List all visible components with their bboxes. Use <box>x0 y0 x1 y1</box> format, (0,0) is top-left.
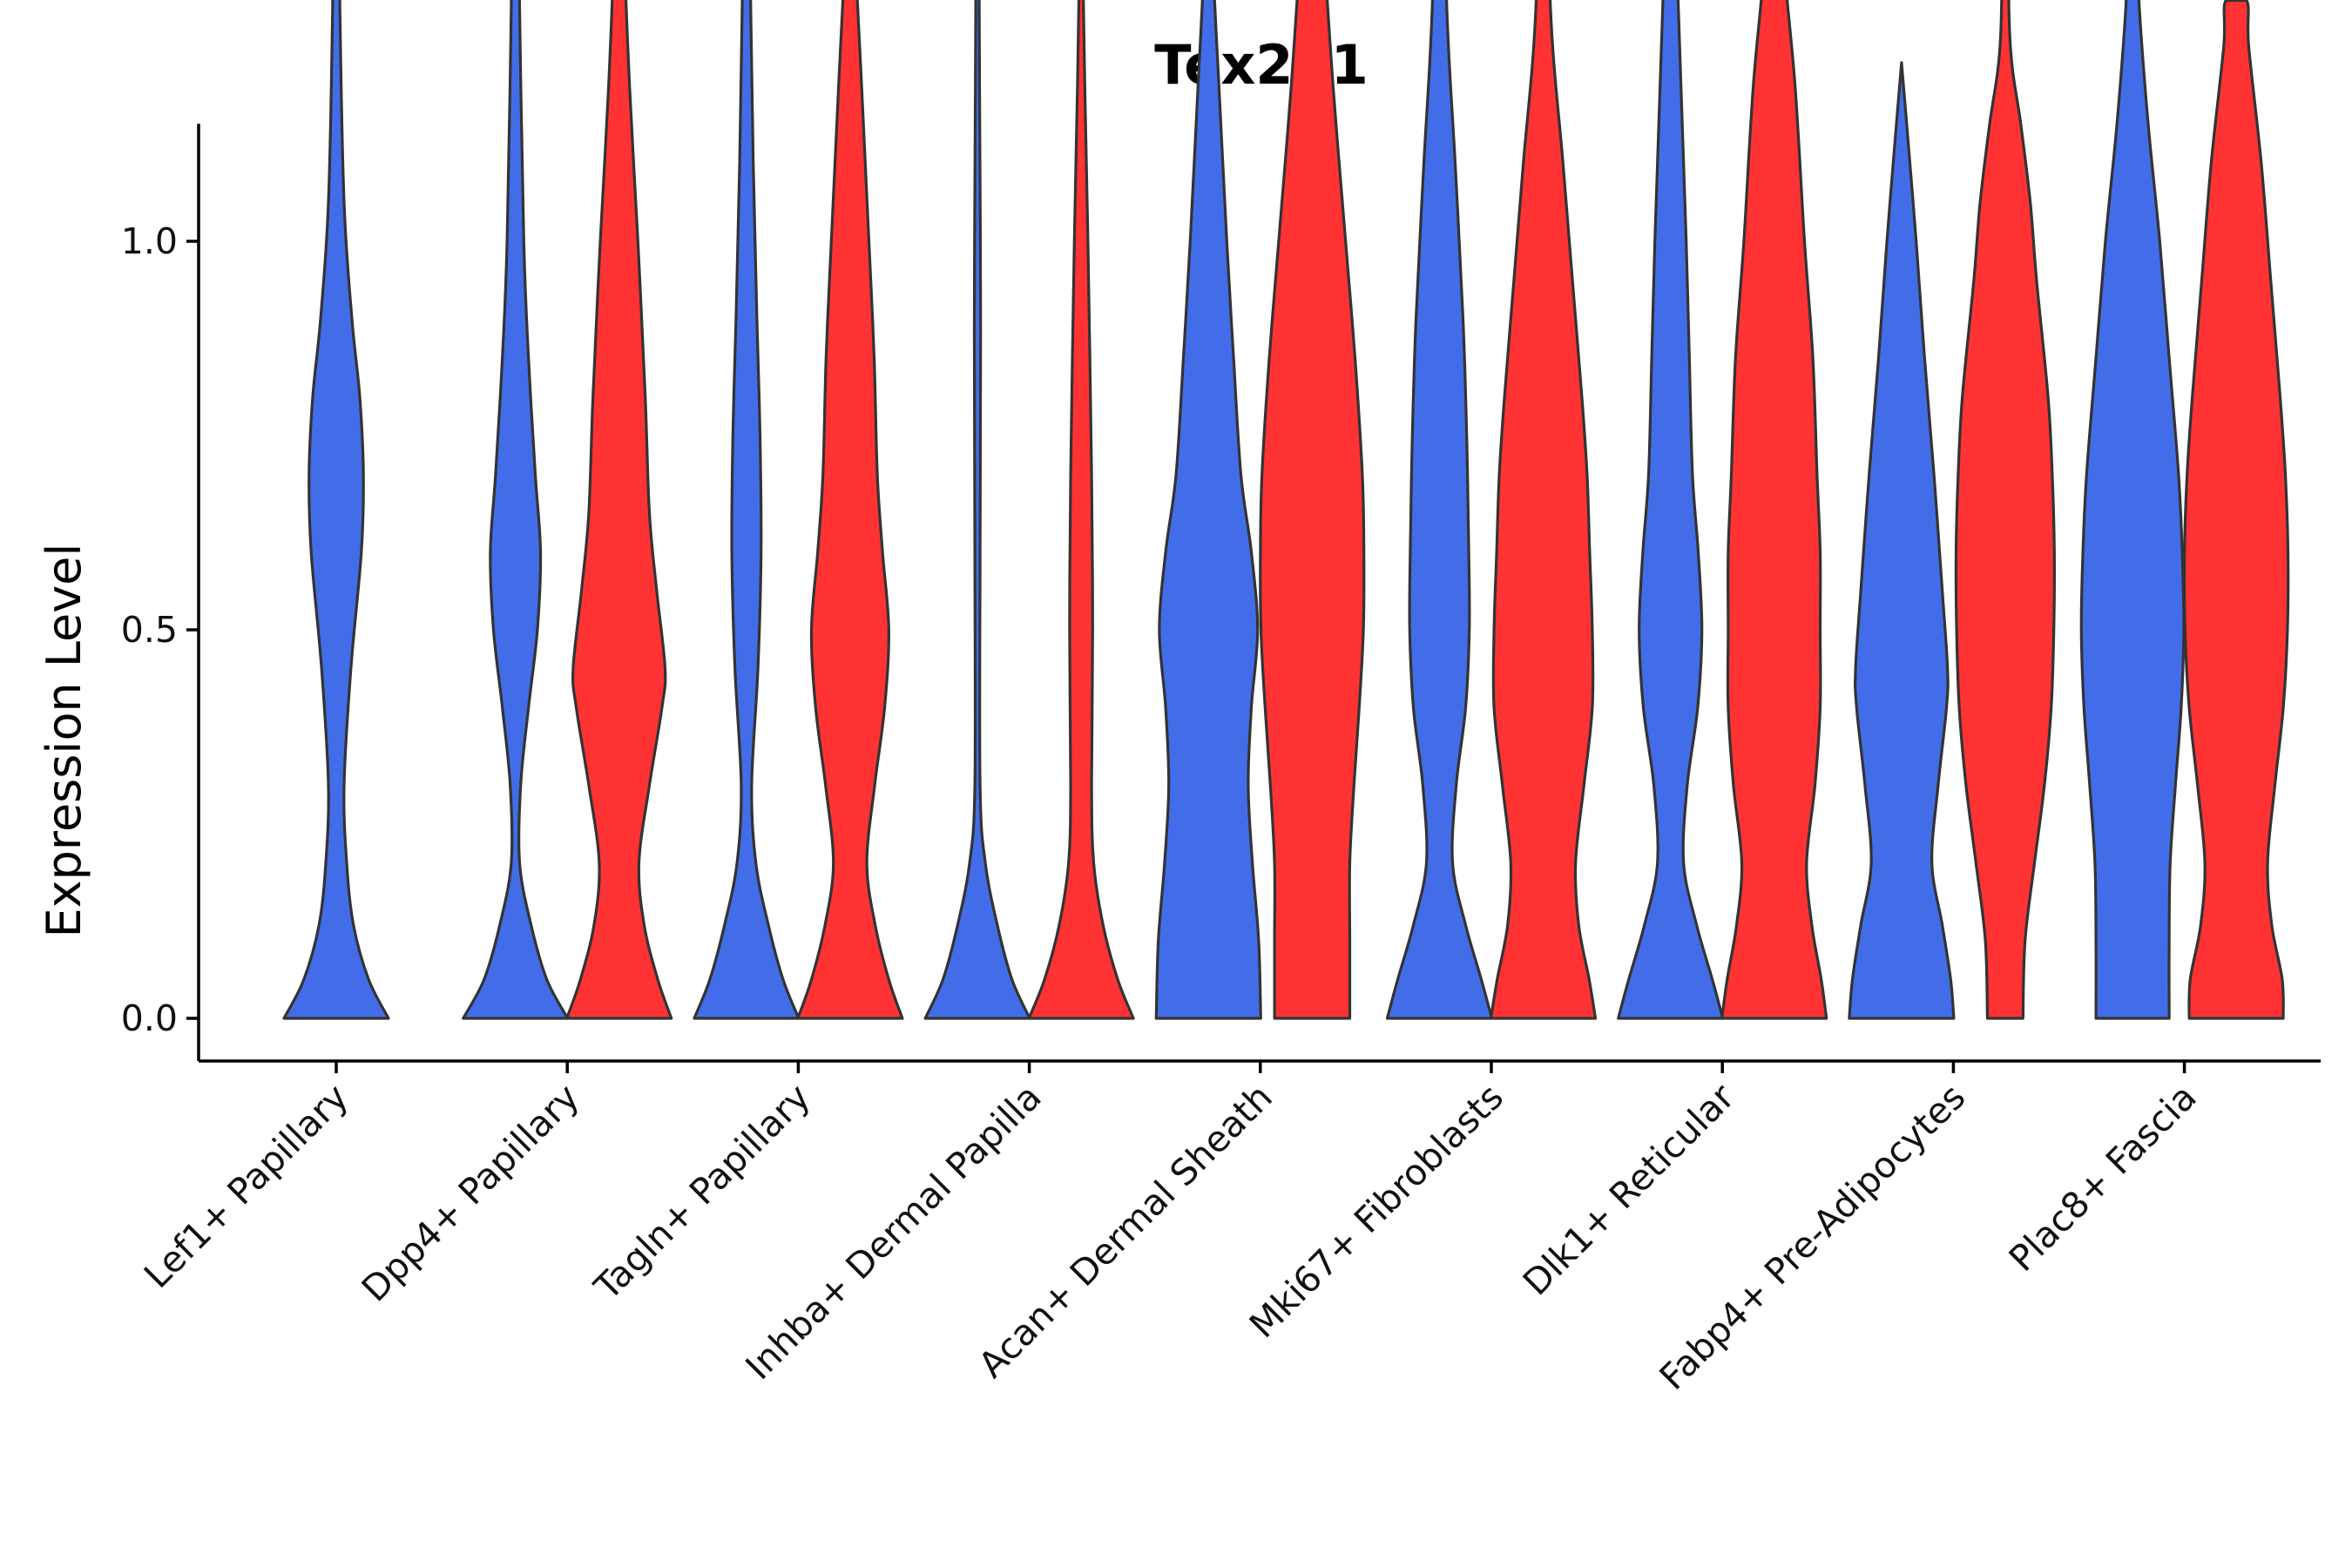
violin-1-7 <box>1617 0 1725 1020</box>
x-tick-label: Dlk1+ Reticular <box>1515 1076 1742 1303</box>
y-tick-label: 0.5 <box>121 609 178 651</box>
violin-2-6 <box>1489 0 1598 1020</box>
y-tick-label: 0.0 <box>121 997 178 1039</box>
violin-2-2 <box>565 0 673 1020</box>
x-tick-label: Dpp4+ Papillary <box>354 1076 587 1309</box>
violin-1-4 <box>923 0 1031 1020</box>
chart-title: Tex261 <box>1154 33 1369 97</box>
x-tick-label: Tagln+ Papillary <box>585 1076 818 1308</box>
violin-1-9 <box>2079 0 2186 1020</box>
violin-2-4 <box>1027 0 1135 1020</box>
violin-1-8 <box>1848 61 1956 1020</box>
violin-2-3 <box>796 0 904 1020</box>
x-tick-label: Mki67+ Fibroblasts <box>1241 1076 1511 1346</box>
violins-layer <box>282 0 2290 1020</box>
y-axis-label: Expression Level <box>37 544 91 938</box>
violin-2-8 <box>1954 0 2057 1020</box>
violin-1-5 <box>1154 0 1262 1020</box>
violin-1-1 <box>282 0 390 1020</box>
violin-2-5 <box>1259 0 1366 1020</box>
violin-1-3 <box>693 0 801 1020</box>
violin-1-6 <box>1385 0 1494 1020</box>
violin-1-2 <box>462 0 570 1020</box>
y-axis-ticks: 0.00.51.01.52.0 <box>121 220 199 1039</box>
y-tick-label: 1.0 <box>121 220 178 262</box>
x-tick-label: Plac8+ Fascia <box>2001 1076 2205 1280</box>
violin-2-7 <box>1720 0 1828 1020</box>
x-tick-label: Lef1+ Papillary <box>136 1076 356 1296</box>
violin-2-9 <box>2182 0 2290 1020</box>
